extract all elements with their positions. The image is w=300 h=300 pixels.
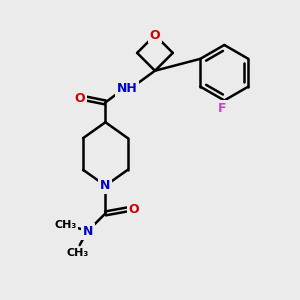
Text: O: O — [129, 203, 140, 216]
Text: NH: NH — [117, 82, 138, 95]
Text: O: O — [150, 28, 160, 42]
Text: O: O — [74, 92, 85, 105]
Text: N: N — [100, 179, 111, 192]
Text: F: F — [218, 102, 226, 115]
Text: CH₃: CH₃ — [55, 220, 77, 230]
Text: N: N — [82, 225, 93, 238]
Text: CH₃: CH₃ — [67, 248, 89, 258]
